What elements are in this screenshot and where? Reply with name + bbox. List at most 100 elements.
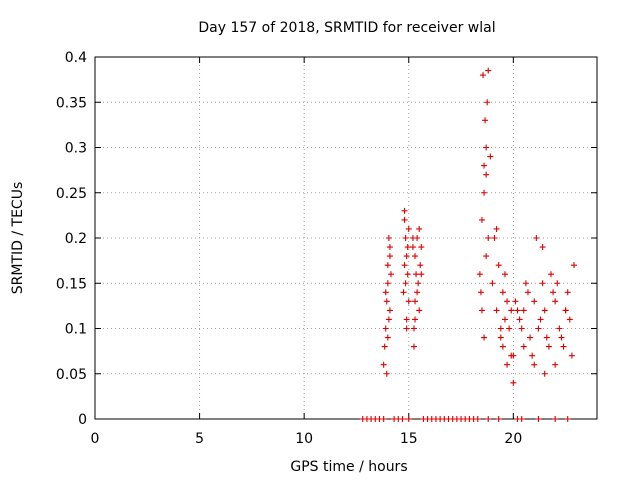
data-point	[499, 289, 506, 296]
data-point	[409, 244, 416, 251]
data-point	[543, 334, 550, 341]
data-point	[552, 416, 559, 422]
data-point	[414, 289, 421, 296]
data-point	[480, 72, 487, 79]
data-point	[560, 343, 567, 350]
data-point	[386, 253, 393, 260]
data-point	[381, 343, 388, 350]
data-point	[383, 370, 390, 377]
data-point	[405, 225, 412, 232]
y-tick-label: 0.3	[65, 141, 87, 157]
x-axis-label: GPS time / hours	[290, 459, 407, 475]
data-point	[510, 379, 517, 386]
data-point	[535, 416, 542, 422]
data-point	[386, 244, 393, 251]
data-point	[541, 370, 548, 377]
data-point	[416, 225, 423, 232]
data-point	[514, 307, 521, 314]
data-point	[405, 298, 412, 305]
data-point	[537, 316, 544, 323]
data-point	[531, 298, 538, 305]
data-point	[539, 280, 546, 287]
data-point	[568, 352, 575, 359]
data-point	[487, 153, 494, 160]
data-point	[476, 271, 483, 278]
data-point	[485, 67, 492, 74]
data-point	[541, 307, 548, 314]
data-point	[497, 325, 504, 332]
data-point	[489, 280, 496, 287]
data-point	[483, 253, 490, 260]
data-point	[493, 225, 500, 232]
data-point	[539, 244, 546, 251]
data-point	[491, 235, 498, 241]
data-point	[410, 343, 417, 350]
data-point	[412, 298, 419, 305]
data-point	[485, 235, 492, 241]
data-point	[510, 352, 517, 359]
data-point	[547, 271, 554, 278]
data-point	[417, 262, 424, 269]
data-point	[386, 307, 393, 314]
data-point	[415, 280, 422, 287]
data-point	[556, 325, 563, 332]
data-point	[403, 325, 410, 332]
data-point	[477, 289, 484, 296]
data-point	[506, 325, 513, 332]
data-point	[499, 343, 506, 350]
data-point	[552, 361, 559, 368]
data-point	[501, 316, 508, 323]
data-point	[418, 244, 425, 251]
data-point	[564, 289, 571, 296]
data-point	[570, 262, 577, 269]
data-point	[478, 307, 485, 314]
data-point	[384, 334, 391, 341]
data-point	[518, 325, 525, 332]
data-point	[485, 416, 492, 422]
data-point	[383, 298, 390, 305]
y-tick-label: 0.2	[65, 231, 87, 247]
y-tick-label: 0.05	[56, 367, 87, 383]
data-point	[566, 316, 573, 323]
data-point	[535, 325, 542, 332]
data-point	[382, 289, 389, 296]
data-point	[385, 316, 392, 323]
data-point	[481, 189, 488, 196]
data-point	[380, 361, 387, 368]
data-point	[380, 416, 387, 422]
data-point	[520, 307, 527, 314]
tick-layer: 0 0.05 0.1 0.15 0.2 0.25 0.3 0.35 0.4 0 5 10 15 20	[56, 50, 597, 447]
data-point	[533, 235, 540, 241]
data-point	[478, 216, 485, 223]
points-layer	[359, 67, 577, 422]
data-point	[418, 271, 425, 278]
data-point	[387, 271, 394, 278]
x-tick-label: 5	[195, 431, 204, 447]
data-point	[558, 334, 565, 341]
data-point	[564, 416, 571, 422]
data-point	[531, 361, 538, 368]
data-point	[493, 307, 500, 314]
data-point	[413, 271, 420, 278]
data-point	[520, 343, 527, 350]
data-point	[412, 253, 419, 260]
data-point	[384, 262, 391, 269]
data-point	[495, 262, 502, 269]
data-point	[508, 307, 515, 314]
data-point	[516, 316, 523, 323]
data-point	[497, 334, 504, 341]
y-tick-label: 0.1	[65, 322, 87, 338]
data-point	[405, 416, 412, 422]
data-point	[550, 289, 557, 296]
x-tick-label: 0	[91, 431, 100, 447]
data-point	[481, 162, 488, 169]
data-point	[504, 361, 511, 368]
data-point	[404, 271, 411, 278]
data-point	[403, 253, 410, 260]
data-point	[522, 280, 529, 287]
data-point	[483, 144, 490, 151]
data-point	[416, 307, 423, 314]
data-point	[410, 325, 417, 332]
data-point	[384, 280, 391, 287]
